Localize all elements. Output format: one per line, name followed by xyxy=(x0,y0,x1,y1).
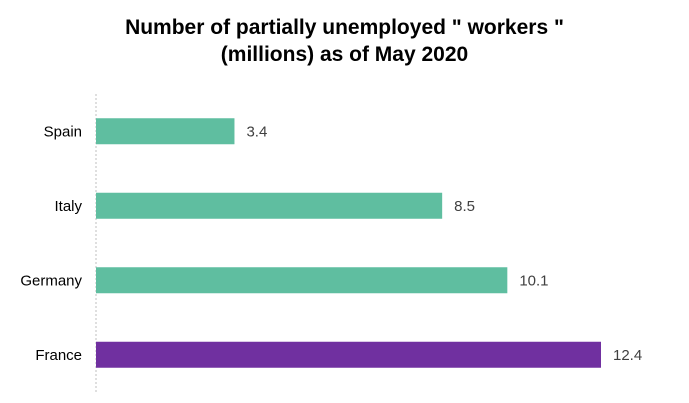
value-label-france: 12.4 xyxy=(613,347,642,364)
bar-germany xyxy=(96,267,508,294)
chart-title: Number of partially unemployed " workers… xyxy=(0,14,689,68)
category-label-spain: Spain xyxy=(44,123,82,140)
bar-france xyxy=(96,341,601,368)
bar-italy xyxy=(96,192,443,219)
value-label-germany: 10.1 xyxy=(519,272,548,289)
chart-title-line-1: Number of partially unemployed " workers… xyxy=(125,16,564,39)
value-label-italy: 8.5 xyxy=(454,198,475,215)
bar-spain xyxy=(96,118,235,145)
chart-title-line-2: (millions) as of May 2020 xyxy=(220,43,469,66)
value-label-spain: 3.4 xyxy=(246,123,267,140)
category-label-germany: Germany xyxy=(20,272,82,289)
category-label-france: France xyxy=(35,347,82,364)
category-label-italy: Italy xyxy=(54,198,82,215)
